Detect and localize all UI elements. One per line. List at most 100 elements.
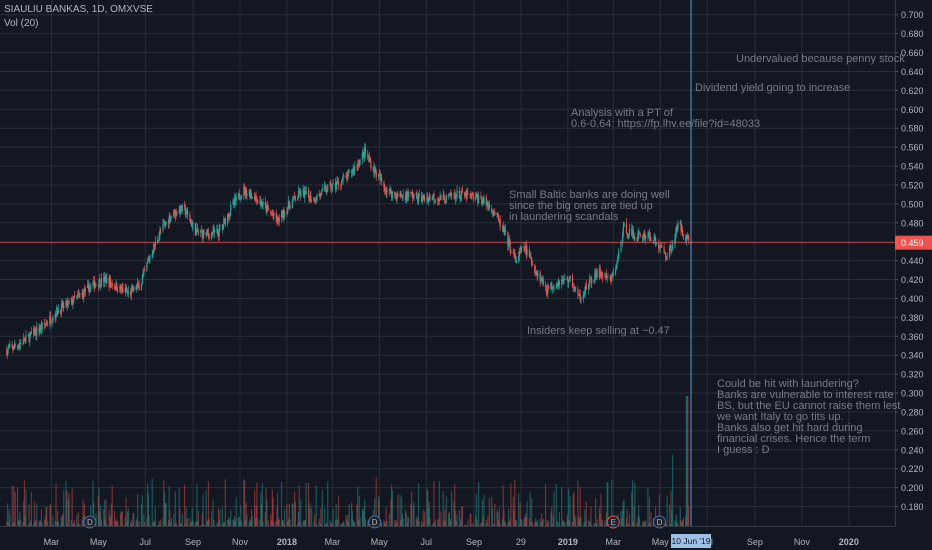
candle-body bbox=[261, 205, 263, 207]
candle-body bbox=[195, 230, 197, 236]
candle-body bbox=[593, 280, 595, 282]
annotation-laundering[interactable]: Could be hit with laundering? Banks are … bbox=[717, 378, 901, 456]
volume-bar bbox=[467, 519, 469, 526]
candle-body bbox=[572, 286, 574, 288]
candle-body bbox=[514, 256, 517, 263]
volume-bar bbox=[488, 497, 490, 526]
volume-bar bbox=[142, 525, 144, 526]
candle-body bbox=[531, 263, 534, 266]
volume-bar bbox=[76, 514, 78, 526]
candle-body bbox=[494, 211, 496, 216]
candle-body bbox=[49, 316, 51, 325]
volume-bar bbox=[410, 503, 412, 526]
volume-bar bbox=[6, 521, 8, 526]
symbol-title[interactable]: SIAULIU BANKAS, 1D, OMXVSE bbox=[4, 4, 153, 15]
candle-body bbox=[320, 193, 322, 196]
volume-bar bbox=[120, 510, 123, 526]
volume-bar bbox=[544, 483, 547, 526]
candle-body bbox=[266, 205, 268, 212]
annotation-undervalued[interactable]: Undervalued because penny stock bbox=[736, 53, 905, 65]
volume-bar bbox=[542, 518, 544, 526]
volume-bar bbox=[49, 506, 51, 526]
candle-body bbox=[498, 215, 500, 221]
candle-body bbox=[410, 192, 412, 193]
volume-bar bbox=[460, 518, 462, 526]
volume-bar bbox=[399, 494, 401, 526]
price-axis-bg bbox=[895, 0, 932, 550]
candle-body bbox=[555, 284, 557, 289]
candle-body bbox=[196, 227, 198, 231]
candle-body bbox=[347, 172, 349, 180]
candle-body bbox=[33, 328, 35, 334]
volume-bar bbox=[498, 507, 500, 526]
volume-bar bbox=[677, 523, 679, 526]
volume-bar bbox=[174, 491, 176, 526]
volume-bar bbox=[342, 521, 344, 526]
volume-bar bbox=[524, 516, 526, 526]
volume-bar bbox=[223, 522, 226, 526]
volume-bar bbox=[627, 523, 629, 526]
volume-bar bbox=[81, 519, 83, 526]
candle-body bbox=[224, 218, 226, 225]
annotation-analysis[interactable]: Analysis with a PT of 0.6-0.64: https://… bbox=[571, 107, 761, 130]
volume-bar bbox=[111, 485, 113, 526]
volume-bar bbox=[523, 518, 525, 526]
annotation-baltic-banks[interactable]: Small Baltic banks are doing well since … bbox=[509, 189, 670, 223]
volume-bar bbox=[260, 492, 262, 526]
candle-body bbox=[7, 347, 9, 350]
candle-body bbox=[477, 195, 480, 203]
volume-bar bbox=[583, 522, 585, 526]
volume-bar bbox=[352, 520, 354, 526]
volume-bar bbox=[222, 523, 224, 526]
volume-bar bbox=[680, 520, 682, 526]
volume-bar bbox=[207, 520, 209, 526]
volume-bar bbox=[157, 524, 159, 526]
price-tick-label: 0.280 bbox=[901, 407, 924, 417]
annotation-dividend[interactable]: Dividend yield going to increase bbox=[695, 82, 851, 94]
volume-bar bbox=[11, 486, 13, 526]
candle-body bbox=[550, 282, 552, 289]
volume-bar bbox=[639, 525, 641, 526]
volume-indicator-label[interactable]: Vol (20) bbox=[4, 18, 39, 29]
candle-body bbox=[254, 196, 256, 201]
candle-body bbox=[264, 202, 266, 205]
volume-bar bbox=[585, 501, 587, 526]
volume-bar bbox=[308, 509, 310, 526]
candle-body bbox=[276, 218, 278, 222]
volume-bar bbox=[628, 525, 630, 526]
candle-body bbox=[600, 274, 602, 276]
candle-body bbox=[528, 249, 530, 257]
price-tick-label: 0.200 bbox=[901, 483, 924, 493]
volume-bar bbox=[514, 521, 517, 526]
candle-body bbox=[245, 187, 247, 196]
candle-body bbox=[307, 190, 310, 197]
time-tick-label: 2019 bbox=[558, 537, 578, 547]
candle-body bbox=[6, 350, 8, 355]
candle-body bbox=[509, 241, 511, 252]
volume-bar bbox=[512, 497, 514, 526]
volume-bar bbox=[620, 510, 622, 526]
candle-body bbox=[627, 234, 629, 236]
volume-bar bbox=[389, 525, 391, 526]
candle-body bbox=[564, 278, 566, 280]
candle-body bbox=[24, 338, 26, 342]
volume-bar bbox=[337, 518, 339, 526]
volume-bar bbox=[474, 515, 477, 526]
volume-bar bbox=[109, 515, 111, 526]
volume-bar bbox=[30, 520, 32, 526]
candle-body bbox=[243, 186, 245, 195]
candle-body bbox=[135, 286, 137, 290]
candle-body bbox=[98, 279, 100, 287]
candle-body bbox=[158, 235, 160, 240]
volume-bar bbox=[644, 520, 646, 526]
annotation-insiders[interactable]: Insiders keep selling at ~0.47 bbox=[527, 325, 670, 337]
volume-bar bbox=[437, 518, 440, 526]
candle-body bbox=[278, 217, 280, 222]
candle-body bbox=[298, 191, 300, 194]
candle-body bbox=[303, 190, 305, 198]
candle-body bbox=[477, 196, 479, 203]
candle-body bbox=[216, 229, 218, 231]
candle-body bbox=[309, 195, 311, 202]
candle-body bbox=[244, 186, 246, 194]
